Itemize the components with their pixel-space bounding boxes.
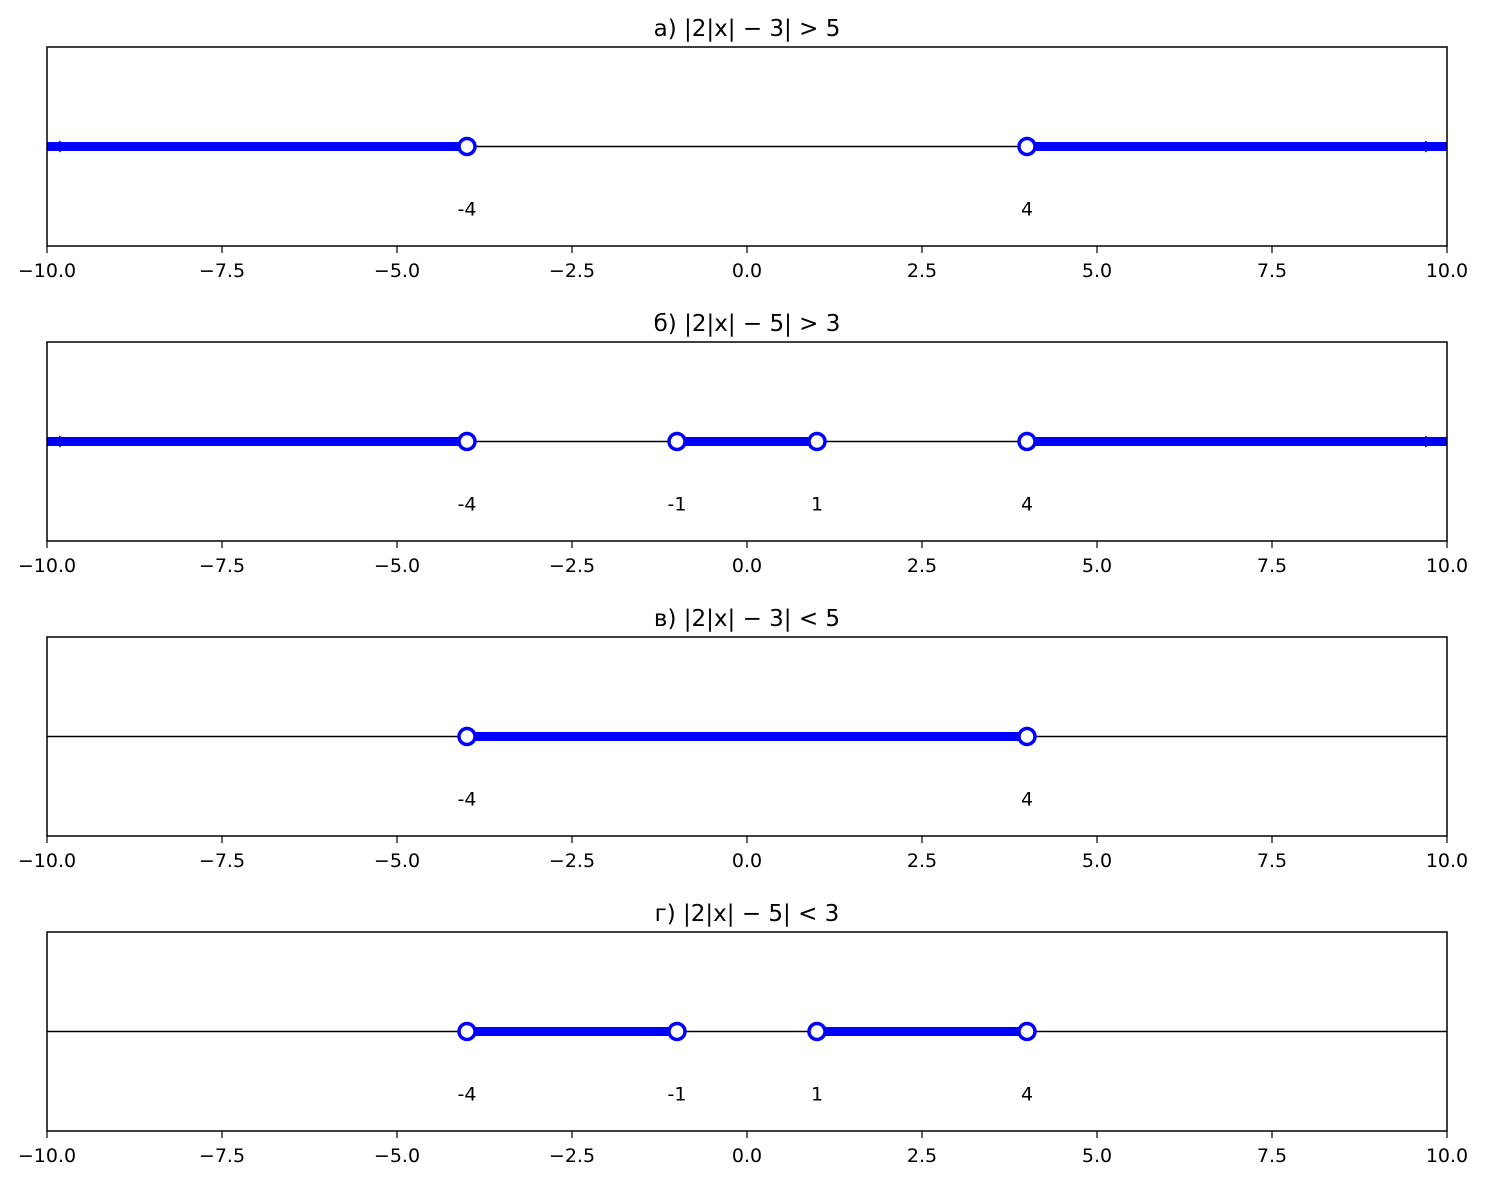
- panel-title: г) |2|x| − 5| < 3: [655, 901, 840, 927]
- point-label: -4: [458, 199, 477, 221]
- x-tick-label: 0.0: [732, 1145, 762, 1167]
- panel-title: в) |2|x| − 3| < 5: [654, 606, 840, 632]
- open-point: [1017, 431, 1037, 452]
- open-point: [667, 431, 687, 452]
- x-tick-label: −2.5: [549, 260, 595, 282]
- x-tick-label: 2.5: [907, 1145, 937, 1167]
- point-label: 4: [1021, 199, 1033, 221]
- x-tick-label: −10.0: [18, 260, 76, 282]
- point-label: 4: [1021, 494, 1033, 516]
- x-tick-label: −2.5: [549, 850, 595, 872]
- x-tick-label: 7.5: [1257, 1145, 1287, 1167]
- x-tick-label: −7.5: [199, 850, 245, 872]
- open-point: [1017, 1021, 1037, 1042]
- open-point: [457, 136, 477, 157]
- x-tick-label: 7.5: [1257, 260, 1287, 282]
- open-point: [457, 1021, 477, 1042]
- arrow-left-marker: [59, 435, 69, 448]
- open-point: [457, 431, 477, 452]
- panel-title: а) |2|x| − 3| > 5: [654, 16, 841, 42]
- open-point: [1017, 136, 1037, 157]
- x-tick-label: −2.5: [549, 555, 595, 577]
- x-tick-label: 10.0: [1426, 260, 1468, 282]
- x-tick-label: −10.0: [18, 555, 76, 577]
- panel-3: в) |2|x| − 3| < 5 -4 4 −10.0 −7.5 −5.0 −2.5 0.0…: [18, 606, 1468, 872]
- x-tick-label: −7.5: [199, 555, 245, 577]
- x-tick-label: −5.0: [374, 1145, 420, 1167]
- arrow-left-marker: [59, 140, 69, 153]
- x-tick-label: −5.0: [374, 260, 420, 282]
- arrow-right-marker: [1425, 140, 1435, 153]
- x-tick-label: −7.5: [199, 260, 245, 282]
- x-tick-label: −5.0: [374, 850, 420, 872]
- open-point: [1017, 726, 1037, 747]
- panel-1: а) |2|x| − 3| > 5 -4 4 −10.0 −7.5 −5.0 −2.5 0.0…: [18, 16, 1468, 282]
- x-tick-label: −2.5: [549, 1145, 595, 1167]
- point-label: -4: [458, 1084, 477, 1106]
- open-point: [667, 1021, 687, 1042]
- x-tick-label: −10.0: [18, 1145, 76, 1167]
- panel-2: б) |2|x| − 5| > 3 -4 -1 1 4 −10.0 −7.5 −5.0 −2.5…: [18, 311, 1468, 577]
- x-tick-label: 5.0: [1082, 1145, 1112, 1167]
- x-tick-label: −10.0: [18, 850, 76, 872]
- x-tick-label: 2.5: [907, 850, 937, 872]
- point-label: 1: [811, 1084, 823, 1106]
- x-tick-label: 10.0: [1426, 555, 1468, 577]
- arrow-right-marker: [1425, 435, 1435, 448]
- point-label: -4: [458, 494, 477, 516]
- point-label: -1: [668, 494, 687, 516]
- panel-4: г) |2|x| − 5| < 3 -4 -1 1 4 −10.0 −7.5 −5.0 −2.5…: [18, 901, 1468, 1167]
- panel-title: б) |2|x| − 5| > 3: [654, 311, 841, 337]
- x-tick-label: 0.0: [732, 850, 762, 872]
- x-tick-label: 7.5: [1257, 850, 1287, 872]
- point-label: 4: [1021, 1084, 1033, 1106]
- x-tick-label: 7.5: [1257, 555, 1287, 577]
- x-tick-label: 0.0: [732, 555, 762, 577]
- x-tick-label: 5.0: [1082, 555, 1112, 577]
- x-tick-label: 2.5: [907, 555, 937, 577]
- point-label: -1: [668, 1084, 687, 1106]
- x-tick-label: 5.0: [1082, 260, 1112, 282]
- point-label: -4: [458, 789, 477, 811]
- open-point: [457, 726, 477, 747]
- x-tick-label: −7.5: [199, 1145, 245, 1167]
- open-point: [807, 1021, 827, 1042]
- point-label: 4: [1021, 789, 1033, 811]
- x-tick-label: 10.0: [1426, 850, 1468, 872]
- x-tick-label: −5.0: [374, 555, 420, 577]
- x-tick-label: 2.5: [907, 260, 937, 282]
- x-tick-label: 0.0: [732, 260, 762, 282]
- point-label: 1: [811, 494, 823, 516]
- open-point: [807, 431, 827, 452]
- x-tick-label: 10.0: [1426, 1145, 1468, 1167]
- x-tick-label: 5.0: [1082, 850, 1112, 872]
